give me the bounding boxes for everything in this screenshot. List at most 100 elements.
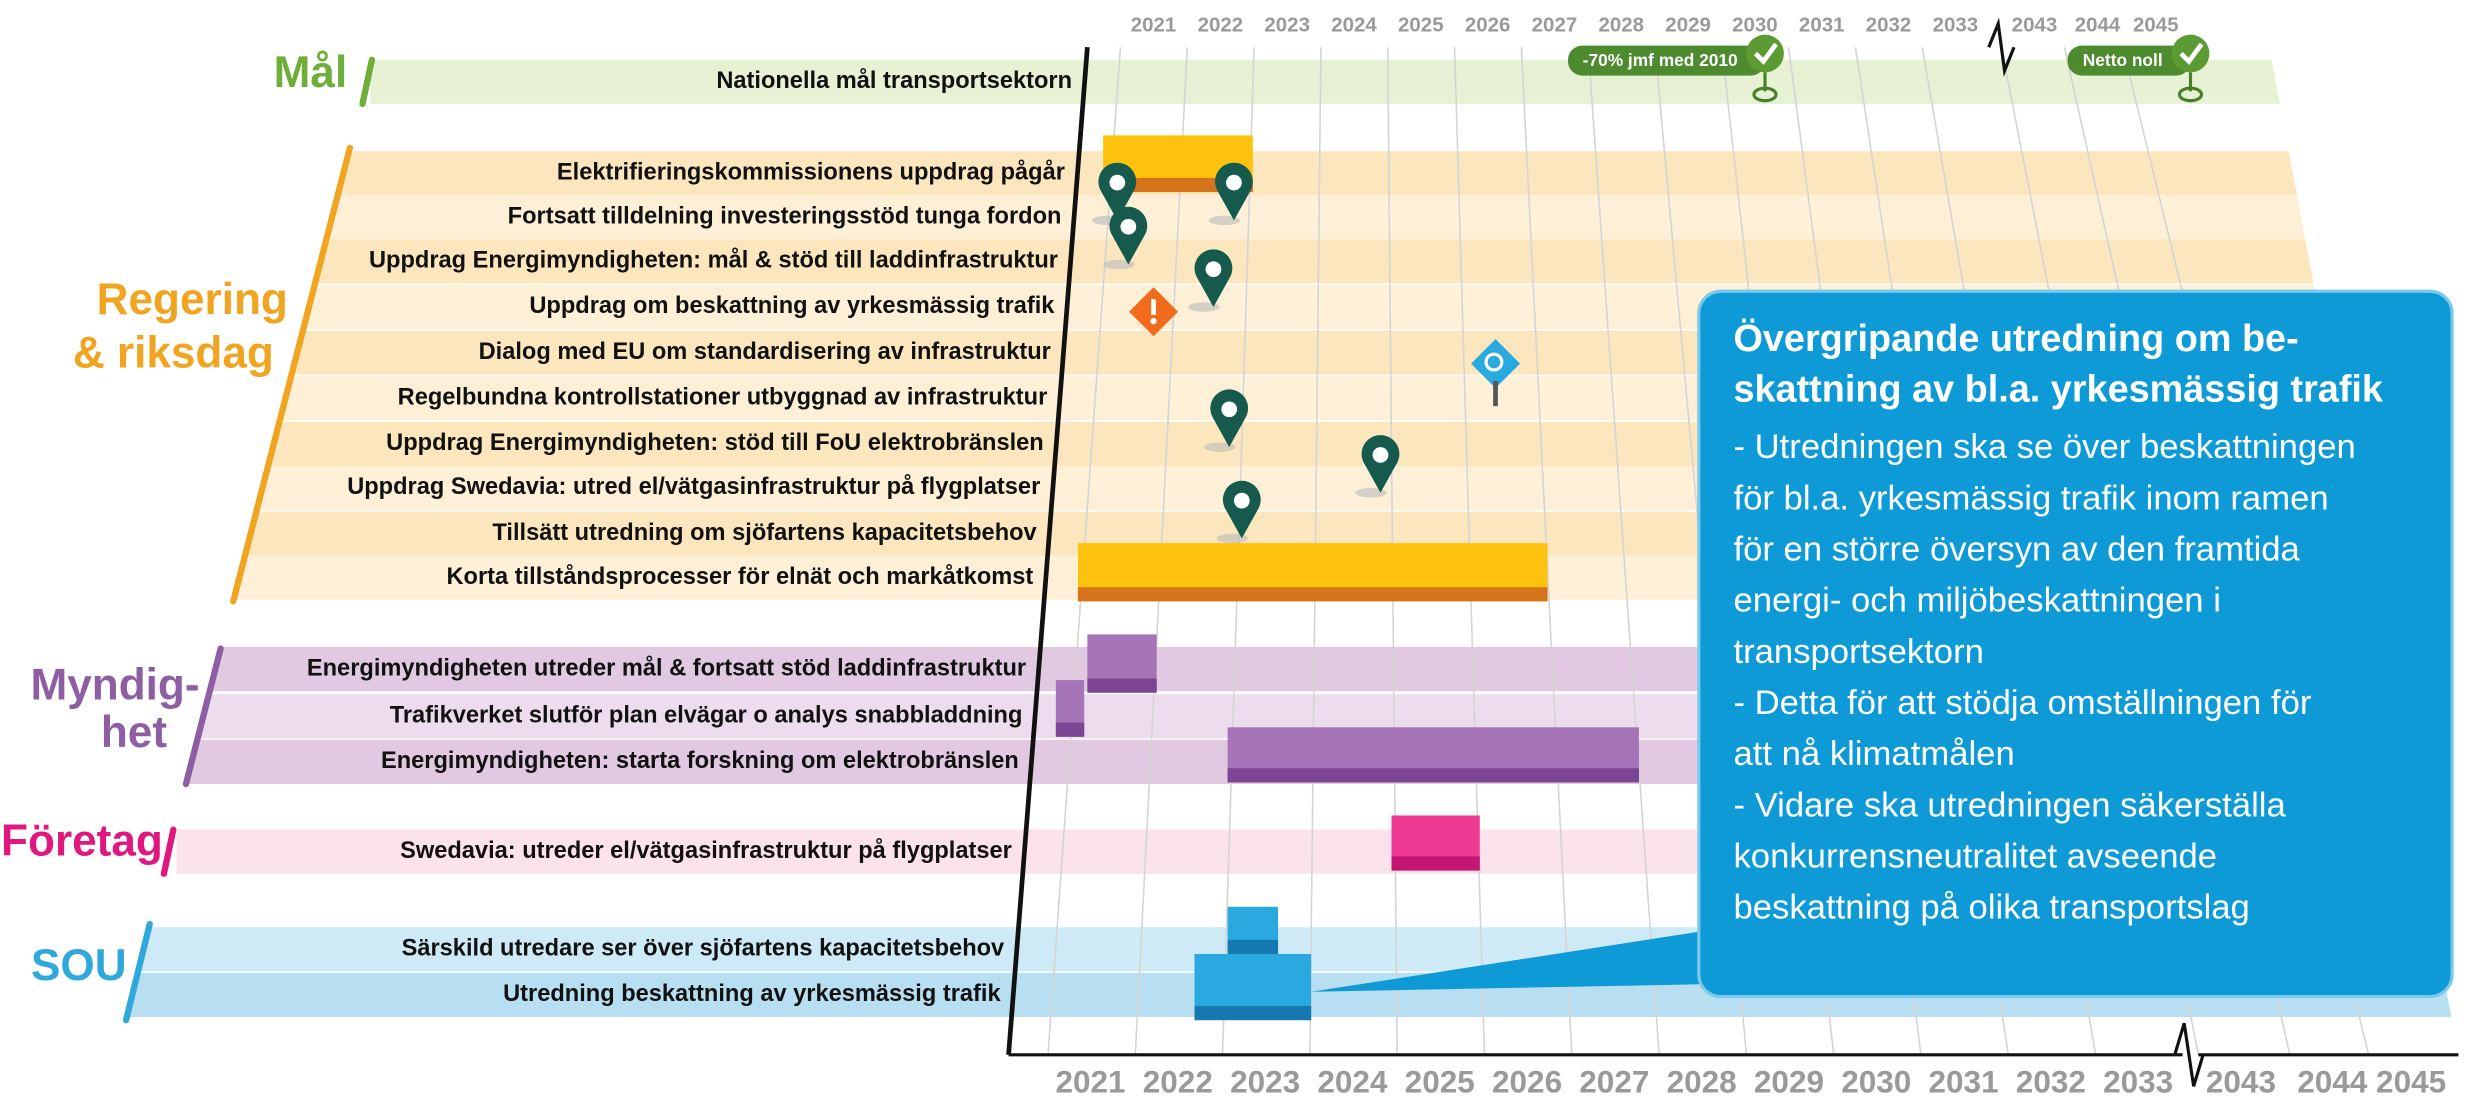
group-slash (182, 645, 224, 788)
bar-edge (1055, 722, 1085, 737)
milestone-base (1752, 86, 1778, 103)
group-label: SOU (31, 941, 127, 990)
year-top: 2022 (1198, 13, 1244, 36)
year-top: 2027 (1532, 13, 1578, 36)
pin-dot (1109, 174, 1126, 191)
pin (1109, 206, 1148, 265)
pin (1361, 435, 1400, 493)
year-bottom: 2027 (1579, 1064, 1649, 1100)
milestone-check (1746, 34, 1784, 73)
year-bottom: 2043 (2206, 1064, 2276, 1100)
group-label: Regering (97, 275, 288, 324)
row-label: Trafikverket slutför plan elvägar o anal… (390, 703, 1023, 729)
axis-left (1006, 47, 1090, 1055)
year-bottom: 2026 (1492, 1064, 1562, 1100)
year-bottom: 2022 (1143, 1064, 1213, 1100)
milestone-bubble (2067, 45, 2191, 76)
year-top: 2044 (2075, 13, 2121, 36)
labels: Nationella mål transportsektorn Mål Elektr… (1, 13, 2446, 1099)
row-stripe (326, 195, 2306, 240)
row-label: Uppdrag om beskattning av yrkesmässig tr… (529, 293, 1055, 319)
pin-shadow (1216, 533, 1249, 544)
group-slash (359, 56, 376, 108)
row-label: Uppdrag Energimyndigheten: mål & stöd ti… (369, 248, 1058, 274)
bar-edge (1227, 939, 1279, 955)
callout-line: transportsektorn (1733, 633, 1983, 671)
check-mark (2179, 42, 2204, 66)
callout-line: energi- och miljöbeskattningen i (1733, 582, 2220, 620)
row-label: Nationella mål transportsektorn (716, 68, 1072, 94)
row-label: Korta tillståndsprocesser för elnät och … (446, 564, 1033, 590)
year-top: 2028 (1598, 13, 1644, 36)
row-label: Dialog med EU om standardisering av infr… (479, 339, 1051, 365)
year-bottom: 2044 (2297, 1064, 2368, 1100)
group-label: het (101, 708, 167, 757)
year-bottom: 2028 (1667, 1064, 1737, 1100)
warning-mark (1150, 318, 1157, 325)
bar-edge (1087, 678, 1157, 693)
bar-edge (1194, 1005, 1312, 1021)
year-bottom: 2031 (1929, 1064, 1999, 1100)
pin (1194, 249, 1233, 307)
pin-shadow (1355, 488, 1387, 498)
grid-line (1587, 47, 1660, 1055)
pin-dot (1205, 261, 1222, 278)
callout-line: - Utredningen ska se över beskattningen (1733, 428, 2355, 466)
warning-mark (1151, 299, 1156, 315)
milestone-check (2171, 34, 2210, 73)
pin-shadow (1208, 215, 1241, 226)
row-label: Utredning beskattning av yrkesmässig tra… (503, 981, 1001, 1007)
row-stripe (315, 239, 2314, 284)
pin-shadow (1188, 302, 1220, 312)
year-bottom: 2025 (1405, 1064, 1475, 1100)
group-label: Mål (274, 48, 348, 97)
row-label: Swedavia: utreder el/vätgasinfrastruktur… (400, 838, 1012, 864)
callout-line: att nå klimatmålen (1733, 735, 2014, 773)
milestone-label: Netto noll (2083, 50, 2163, 70)
year-top: 2045 (2133, 13, 2179, 36)
year-top: 2032 (1866, 13, 1912, 36)
milestone-base (2177, 86, 2204, 103)
pin-shadow (1203, 442, 1236, 452)
year-top: 2025 (1398, 13, 1444, 36)
year-bottom: 2024 (1317, 1064, 1388, 1100)
bar-edge (1077, 587, 1548, 602)
callout-title: Övergripande utredning om be- (1733, 318, 2298, 360)
row-stripe (370, 59, 2280, 104)
year-top: 2024 (1331, 13, 1377, 36)
check-mark (1753, 42, 1778, 66)
callout-line: - Vidare ska utredningen säkerställa (1733, 786, 2286, 824)
milestone-label: -70% jmf med 2010 (1583, 50, 1738, 70)
row-label: Uppdrag Energimyndigheten: stöd till FoU… (386, 430, 1044, 456)
row-label: Regelbundna kontrollstationer utbyggnad … (398, 385, 1048, 411)
pin-dot (1372, 447, 1389, 463)
pin (1215, 162, 1253, 221)
callout-line: för bl.a. yrkesmässig trafik inom ramen (1733, 479, 2328, 517)
row-label: Energimyndigheten: starta forskning om e… (381, 748, 1019, 774)
group-slash (122, 920, 153, 1024)
year-top: 2033 (1933, 13, 1979, 36)
pin-dot (1221, 401, 1238, 418)
year-top: 2030 (1732, 13, 1778, 36)
group-label: Företag (1, 816, 163, 865)
pin-shadow (1103, 259, 1135, 270)
year-bottom: 2021 (1055, 1064, 1125, 1100)
year-bottom: 2033 (2103, 1064, 2173, 1100)
group-label: & riksdag (73, 328, 274, 377)
pin-dot (1226, 174, 1242, 191)
year-top: 2043 (2012, 13, 2058, 36)
row-label: Elektrifieringskommissionens uppdrag påg… (557, 159, 1065, 185)
axis-break (2173, 1022, 2205, 1087)
group-label: Myndig- (30, 661, 199, 710)
group-slash (160, 826, 177, 877)
year-top: 2029 (1665, 13, 1711, 36)
row-label: Uppdrag Swedavia: utred el/vätgasinfrast… (347, 474, 1040, 500)
year-bottom: 2045 (2376, 1064, 2446, 1100)
row-label: Fortsatt tilldelning investeringsstöd tu… (508, 203, 1062, 229)
callout-line: beskattning på olika transportslag (1733, 889, 2249, 927)
pin (1222, 480, 1261, 539)
axis-break (1987, 17, 2016, 77)
callout-title: skattning av bl.a. yrkesmässig trafik (1733, 368, 2383, 410)
